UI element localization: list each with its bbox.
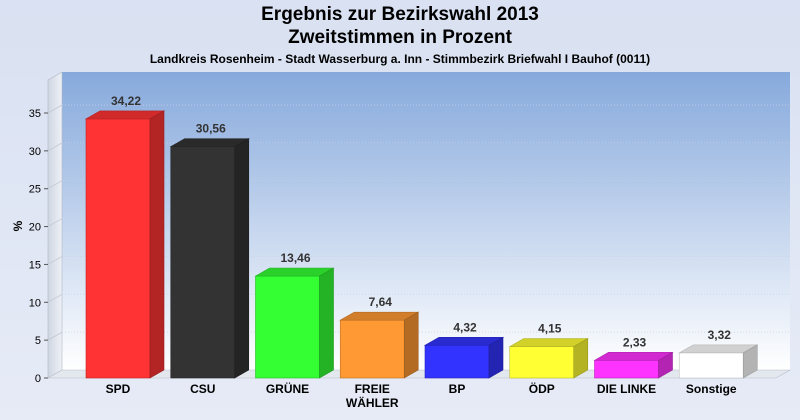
- gridline-side: [47, 180, 63, 190]
- bar: [170, 146, 236, 379]
- bar-side-face: [742, 344, 758, 379]
- data-label: 2,33: [623, 335, 647, 349]
- data-label: 13,46: [280, 251, 310, 265]
- y-tick-label: 0: [35, 373, 41, 385]
- bar: [424, 344, 490, 379]
- bar-side-face: [658, 351, 673, 379]
- chart-titles: Ergebnis zur Bezirkswahl 2013 Zweitstimm…: [0, 3, 800, 67]
- data-label: 4,32: [453, 320, 477, 334]
- gridline-side: [47, 142, 63, 152]
- data-label: 4,15: [538, 322, 562, 336]
- bar-side-face: [488, 336, 504, 379]
- x-tick-label: BP: [449, 382, 466, 396]
- gridline-side: [47, 256, 63, 265]
- data-label: 30,56: [196, 122, 226, 136]
- x-tick-label: SPD: [106, 382, 131, 396]
- y-tick-label: 35: [29, 108, 41, 120]
- data-label: 34,22: [111, 94, 141, 108]
- x-tick-label: FREIE: [355, 382, 390, 396]
- x-tick-label: WÄHLER: [346, 395, 399, 410]
- bar: [594, 360, 659, 379]
- bar-side-face: [573, 338, 589, 379]
- bar: [339, 319, 405, 379]
- gridline-side: [47, 218, 63, 227]
- gridline-side: [47, 104, 63, 114]
- chart-subtitle: Zweitstimmen in Prozent: [288, 27, 512, 48]
- bar-side-face: [403, 311, 419, 379]
- y-tick-label: 30: [29, 146, 41, 158]
- bar-side-face: [149, 110, 165, 379]
- gridline-side: [47, 331, 63, 341]
- y-tick-label: 25: [29, 184, 41, 196]
- bar-side-face: [319, 267, 334, 379]
- y-tick-label: 15: [29, 259, 41, 271]
- x-tick-label: DIE LINKE: [597, 382, 656, 396]
- chart-title: Ergebnis zur Bezirkswahl 2013: [261, 4, 539, 25]
- bar-side-face: [234, 138, 250, 379]
- data-label: 7,64: [369, 295, 393, 309]
- y-axis-label: %: [11, 220, 25, 231]
- x-tick-label: CSU: [190, 382, 215, 396]
- y-tick-label: 20: [29, 222, 41, 234]
- bar: [85, 118, 151, 379]
- x-tick-label: GRÜNE: [266, 381, 309, 396]
- gridline-side: [47, 293, 63, 303]
- bar: [509, 346, 575, 379]
- x-tick-label: Sonstige: [686, 382, 737, 396]
- bar: [678, 352, 744, 379]
- data-label: 3,32: [708, 328, 732, 342]
- x-tick-label: ÖDP: [529, 381, 555, 396]
- chart-caption: Landkreis Rosenheim - Stadt Wasserburg a…: [149, 52, 651, 66]
- bar: [255, 275, 320, 379]
- y-tick-label: 10: [29, 297, 41, 309]
- y-tick-label: 5: [35, 335, 41, 347]
